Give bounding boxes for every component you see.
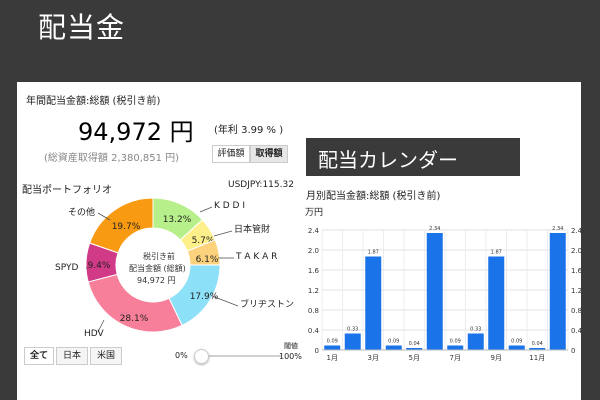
donut-slice-hdv[interactable] [87, 273, 183, 333]
donut-name-label: K D D I [214, 201, 245, 211]
bar-4[interactable] [385, 345, 402, 351]
donut-pct-label: 13.2% [163, 215, 192, 225]
donut-pct-label: 5.7% [192, 236, 215, 246]
annual-dividend-heading: 年間配当金額:総額 (税引き前) [26, 96, 161, 107]
bar-value-label: 0.04 [409, 341, 420, 347]
y-tick-label-left: 0.4 [308, 327, 320, 335]
calendar-title-bar: 配当カレンダー [306, 138, 520, 176]
portfolio-heading: 配当ポートフォリオ [22, 185, 112, 196]
x-tick-label: 7月 [450, 354, 461, 362]
donut-leader-line [97, 212, 111, 221]
annual-yield: (年利 3.99 % ) [214, 125, 284, 136]
y-tick-label-right: 1.2 [571, 287, 582, 295]
donut-slice--[interactable] [89, 197, 154, 254]
donut-leader-line [211, 295, 239, 307]
filter-japan-button[interactable]: 日本 [56, 347, 88, 365]
cost-basis-total: (総資産取得額 2,380,851 円) [44, 153, 180, 164]
threshold-slider-thumb[interactable] [194, 349, 209, 364]
threshold-label: 閾値 [284, 342, 298, 350]
donut-name-label: 日本管財 [234, 223, 270, 235]
filter-us-button[interactable]: 米国 [90, 347, 122, 365]
toggle-cost[interactable]: 取得額 [250, 145, 288, 163]
donut-name-label: HDV [84, 329, 105, 339]
y-tick-label-right: 2.0 [571, 247, 582, 255]
bar-9[interactable] [488, 256, 505, 351]
threshold-max-label: 100% [279, 352, 302, 361]
donut-pct-label: 9.4% [88, 261, 111, 271]
filter-all-button[interactable]: 全て [24, 347, 54, 365]
bar-value-label: 1.87 [491, 250, 502, 256]
y-tick-label-right: 0 [571, 347, 575, 355]
donut-name-label: その他 [68, 206, 95, 218]
calendar-title: 配当カレンダー [318, 148, 458, 172]
threshold-min-label: 0% [175, 351, 188, 360]
y-tick-label-left: 1.2 [308, 287, 319, 295]
x-tick-label: 9月 [491, 354, 502, 362]
y-tick-label-right: 0.4 [571, 327, 583, 335]
bar-8[interactable] [467, 333, 484, 351]
bar-2[interactable] [344, 333, 361, 351]
donut-leader-line [199, 206, 213, 213]
y-tick-label-right: 1.6 [571, 267, 583, 275]
y-tick-label-left: 0.8 [308, 307, 319, 315]
x-tick-label: 3月 [368, 354, 379, 362]
fx-rate: USDJPY:115.32 [228, 180, 294, 190]
donut-leader-line [97, 319, 105, 333]
donut-pct-label: 6.1% [196, 255, 219, 265]
bar-1[interactable] [324, 345, 341, 351]
donut-name-label: T A K A R [235, 252, 277, 262]
page-title-bar: 配当金 [22, 0, 246, 46]
donut-center-line-3: 94,972 円 [137, 276, 176, 285]
x-tick-label: 11月 [529, 354, 545, 362]
bar-10[interactable] [508, 345, 525, 351]
bar-value-label: 2.34 [552, 226, 563, 232]
monthly-dividend-heading: 月別配当金額:総額 (税引き前) [306, 191, 441, 202]
bar-12[interactable] [549, 233, 566, 350]
donut-name-label: ブリヂストン [240, 298, 294, 310]
donut-name-label: SPYD [55, 263, 78, 273]
annual-dividend-amount: 94,972 円 [78, 118, 194, 146]
bar-value-label: 0.09 [327, 339, 338, 345]
bar-value-label: 0.33 [347, 327, 358, 333]
bar-value-label: 2.34 [429, 226, 440, 232]
donut-pct-label: 17.9% [190, 292, 219, 302]
bar-3[interactable] [365, 256, 382, 351]
page-title: 配当金 [38, 11, 126, 44]
bar-11[interactable] [529, 348, 546, 350]
bar-value-label: 0.04 [532, 341, 543, 347]
donut-pct-label: 19.7% [112, 222, 141, 232]
bar-value-label: 1.87 [368, 250, 379, 256]
bar-value-label: 0.09 [388, 339, 399, 345]
bar-value-label: 0.09 [511, 339, 522, 345]
bar-5[interactable] [406, 348, 423, 350]
y-tick-label-left: 2.4 [308, 227, 320, 235]
bar-6[interactable] [426, 233, 443, 350]
y-tick-label-left: 0 [315, 347, 319, 355]
x-tick-label: 5月 [409, 354, 420, 362]
y-tick-label-left: 2.0 [308, 247, 319, 255]
x-tick-label: 1月 [327, 354, 338, 362]
donut-center-line-2: 配当金額 (総額) [129, 264, 186, 273]
threshold-slider-track[interactable] [200, 355, 282, 357]
y-tick-label-right: 2.4 [571, 227, 583, 235]
bar-value-label: 0.33 [470, 327, 481, 333]
bar-value-label: 0.09 [450, 339, 461, 345]
y-tick-label-left: 1.6 [308, 267, 320, 275]
chart-unit-label: 万円 [305, 208, 324, 218]
y-tick-label-right: 0.8 [571, 307, 582, 315]
donut-pct-label: 28.1% [120, 314, 149, 324]
donut-center-line-1: 税引き前 [143, 252, 175, 261]
bar-7[interactable] [447, 345, 464, 351]
donut-leader-line [213, 230, 233, 237]
toggle-valuation[interactable]: 評価額 [212, 145, 250, 163]
